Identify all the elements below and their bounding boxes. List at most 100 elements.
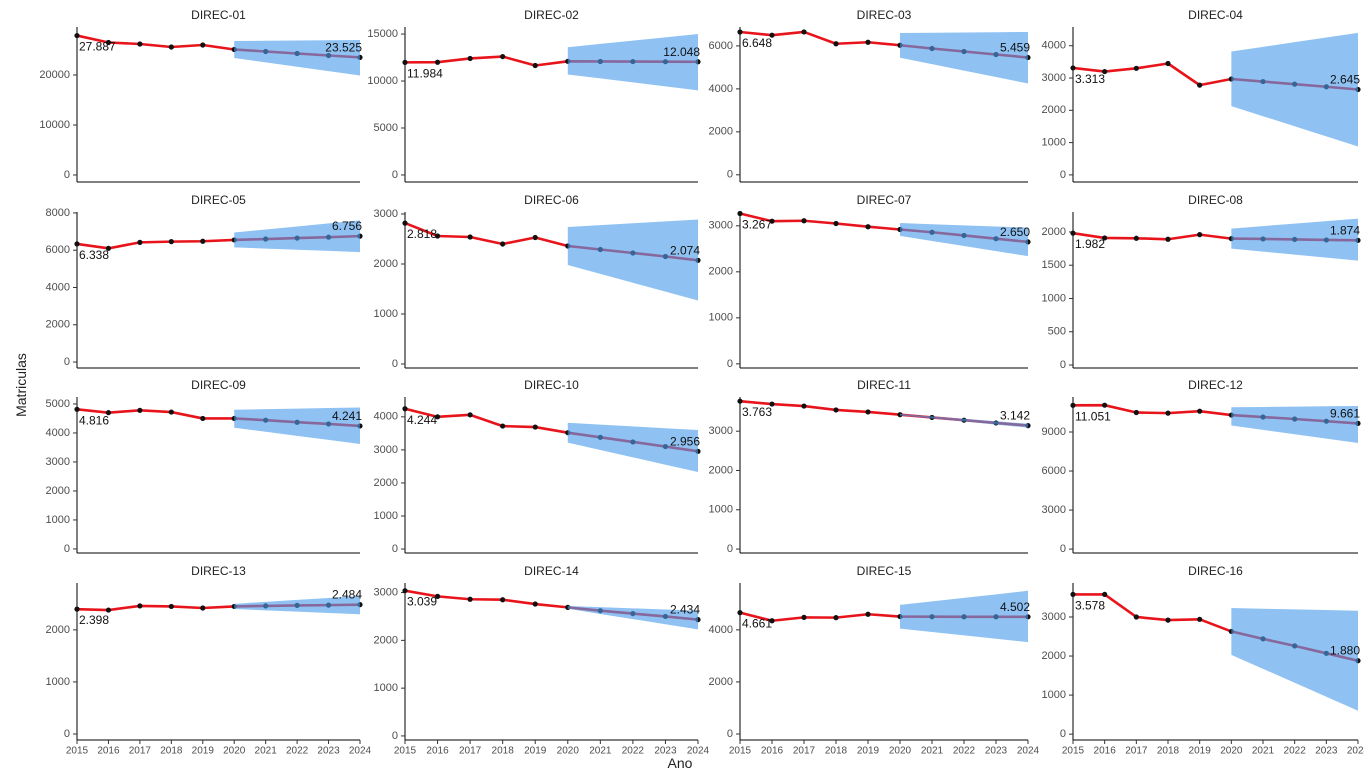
forecast-band: [1231, 218, 1358, 261]
y-tick-label: 1000: [1042, 689, 1066, 701]
x-tick-label: 2015: [1062, 746, 1085, 757]
point: [769, 218, 775, 224]
y-tick-label: 2000: [46, 485, 70, 497]
point: [865, 224, 871, 230]
y-tick-label: 2000: [374, 477, 398, 489]
point: [434, 233, 441, 239]
point: [801, 218, 807, 224]
y-tick-label: 2000: [709, 464, 733, 476]
y-tick-label: 1000: [709, 312, 733, 324]
y-tick-label: 4000: [709, 624, 733, 636]
x-tick-label: 2016: [761, 746, 784, 757]
y-tick-label: 3000: [1042, 504, 1066, 516]
point: [769, 401, 775, 407]
panel-title: DIREC-15: [857, 564, 912, 578]
point: [801, 403, 807, 409]
y-tick-label: 0: [392, 730, 398, 742]
y-tick-label: 2000: [1042, 104, 1066, 116]
y-tick-label: 0: [64, 728, 70, 740]
y-tick-label: 4000: [46, 427, 70, 439]
forecast-band: [1231, 607, 1358, 711]
point: [833, 41, 839, 47]
point: [1102, 402, 1108, 408]
point: [1197, 616, 1203, 622]
x-tick-label: 2021: [589, 746, 612, 757]
point: [1102, 591, 1108, 598]
panel-title: DIREC-14: [524, 564, 579, 578]
point: [105, 607, 112, 613]
point: [1197, 82, 1203, 88]
y-tick-label: 10000: [39, 119, 70, 131]
y-tick-label: 0: [1060, 728, 1066, 740]
x-axis-label: Ano: [668, 755, 693, 771]
y-tick-label: 0: [392, 358, 398, 370]
value-label: 6.648: [742, 36, 772, 50]
point: [1133, 614, 1139, 620]
y-tick-label: 3000: [374, 444, 398, 456]
value-label: 12.048: [663, 45, 700, 59]
y-tick-label: 2000: [374, 634, 398, 646]
x-tick-label: 2018: [825, 746, 848, 757]
point: [1197, 408, 1203, 414]
y-tick-label: 0: [392, 169, 398, 181]
y-tick-label: 2000: [709, 126, 733, 138]
x-tick-label: 2015: [729, 746, 752, 757]
point: [137, 407, 143, 413]
x-tick-label: 2018: [160, 746, 183, 757]
y-tick-label: 3000: [374, 586, 398, 598]
y-tick-label: 15000: [367, 28, 398, 40]
point: [833, 220, 839, 227]
point: [1165, 236, 1171, 242]
point: [168, 603, 174, 610]
x-tick-label: 2023: [1315, 746, 1338, 757]
panel-title: DIREC-01: [191, 8, 246, 22]
panel-title: DIREC-10: [524, 378, 579, 392]
point: [467, 55, 473, 62]
forecast-band: [234, 596, 360, 615]
point: [200, 42, 206, 48]
point: [532, 601, 538, 607]
y-tick-label: 1000: [709, 504, 733, 516]
x-tick-label: 2020: [889, 746, 912, 757]
y-tick-label: 0: [1060, 169, 1066, 181]
point: [769, 32, 775, 38]
y-tick-label: 3000: [709, 220, 733, 232]
point: [801, 29, 807, 35]
y-tick-label: 2000: [1042, 226, 1066, 238]
value-label: 2.434: [670, 603, 700, 617]
value-label: 23.525: [325, 40, 362, 54]
point: [865, 39, 871, 45]
y-tick-label: 1500: [1042, 259, 1066, 271]
value-label: 3.267: [742, 218, 772, 232]
x-tick-label: 2019: [1189, 746, 1212, 757]
y-tick-label: 0: [64, 356, 70, 368]
y-tick-label: 3000: [1042, 611, 1066, 623]
point: [500, 53, 506, 60]
y-tick-label: 500: [1048, 326, 1066, 338]
y-tick-label: 6000: [1042, 465, 1066, 477]
point: [200, 415, 206, 422]
point: [402, 406, 408, 412]
y-tick-label: 2000: [374, 258, 398, 270]
y-tick-label: 3000: [374, 208, 398, 220]
value-label: 6.756: [332, 219, 362, 233]
y-tick-label: 6000: [709, 40, 733, 52]
x-tick-label: 2017: [129, 746, 152, 757]
value-label: 2.645: [1330, 72, 1360, 86]
y-tick-label: 2000: [709, 266, 733, 278]
value-label: 2.818: [407, 227, 437, 241]
panel-title: DIREC-03: [857, 8, 912, 22]
y-tick-label: 0: [1060, 543, 1066, 555]
y-tick-label: 10000: [367, 75, 398, 87]
point: [200, 605, 206, 611]
forecast-band: [900, 590, 1028, 643]
y-tick-label: 0: [392, 543, 398, 555]
y-tick-label: 4000: [374, 411, 398, 423]
y-tick-label: 4000: [709, 83, 733, 95]
y-tick-label: 4000: [46, 281, 70, 293]
point: [737, 210, 743, 217]
panel-title: DIREC-04: [1188, 8, 1243, 22]
x-tick-label: 2022: [622, 746, 645, 757]
